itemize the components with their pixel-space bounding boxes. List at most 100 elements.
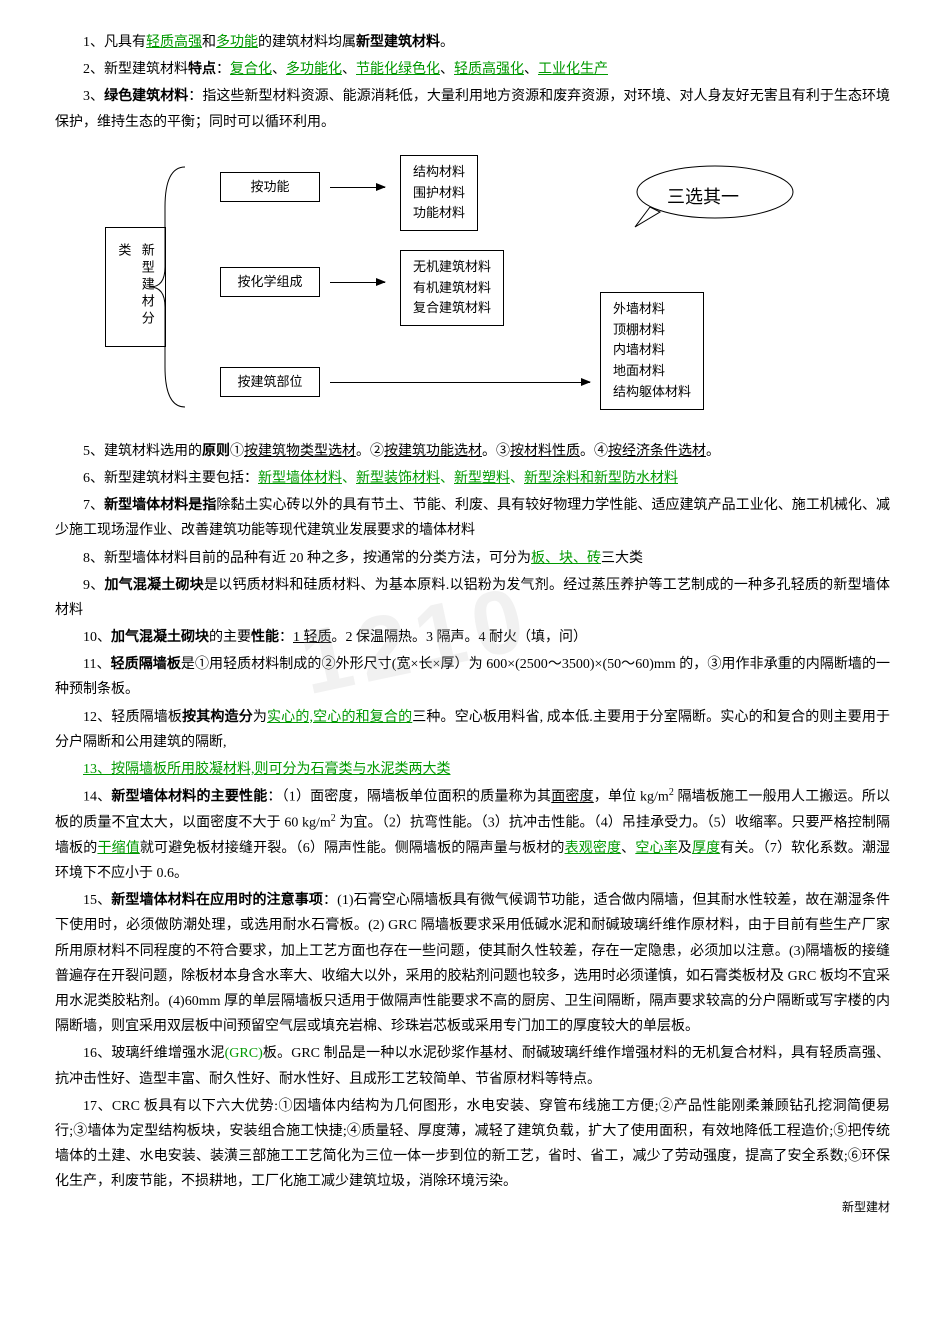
diagram-group-3: 外墙材料 顶棚材料 内墙材料 地面材料 结构躯体材料 <box>600 292 704 410</box>
para-14: 14、新型墙体材料的主要性能：（1）面密度，隔墙板单位面积的质量称为其面密度，单… <box>55 784 890 886</box>
p2-c: 节能化绿色化 <box>356 62 440 77</box>
p13-text: 13、按隔墙板所用胶凝材料,则可分为石膏类与水泥类两大类 <box>83 762 451 777</box>
p15-prefix: 15、 <box>83 893 111 908</box>
p2-colon: ： <box>216 62 230 77</box>
g2-b: 有机建筑材料 <box>413 278 491 299</box>
p14-eu3: 厚度 <box>692 841 720 856</box>
g3-e: 结构躯体材料 <box>613 382 691 403</box>
p11-bold: 轻质隔墙板 <box>111 657 181 672</box>
g1-b: 围护材料 <box>413 183 465 204</box>
g3-b: 顶棚材料 <box>613 320 691 341</box>
g3-c: 内墙材料 <box>613 340 691 361</box>
p7-bold: 新型墙体材料是指 <box>104 498 216 513</box>
p6-prefix: 6、新型建筑材料主要包括： <box>83 471 258 486</box>
p14-e: 就可避免板材接缝开裂。（6）隔声性能。侧隔墙板的隔声量与板材的 <box>140 841 565 856</box>
p5-au: 按建筑物类型选材 <box>244 444 356 459</box>
para-1: 1、凡具有轻质高强和多功能的建筑材料均属新型建筑材料。 <box>55 30 890 55</box>
p14-a: ：（1）面密度，隔墙板单位面积的质量称为其 <box>267 790 551 805</box>
p1-term-a: 轻质高强 <box>146 35 202 50</box>
g1-a: 结构材料 <box>413 162 465 183</box>
para-17: 17、CRC 板具有以下六大优势:①因墙体内结构为几何图形，水电安装、穿管布线施… <box>55 1094 890 1195</box>
p6-d: 新型涂料和新型防水材料 <box>524 471 678 486</box>
p8-end: 三大类 <box>601 551 643 566</box>
diagram-group-2: 无机建筑材料 有机建筑材料 复合建筑材料 <box>400 250 504 326</box>
p2-prefix: 2、新型建筑材料 <box>83 62 188 77</box>
p5-c: 。③ <box>482 444 510 459</box>
para-7: 7、新型墙体材料是指除黏土实心砖以外的具有节土、节能、利废、具有较好物理力学性能… <box>55 493 890 543</box>
g2-a: 无机建筑材料 <box>413 257 491 278</box>
p11-text: 是①用轻质材料制成的②外形尺寸(宽×长×厚）为 600×(2500～3500)×… <box>55 657 890 697</box>
p10-mid: 的主要 <box>209 630 251 645</box>
callout-text: 三选其一 <box>635 167 771 227</box>
para-2: 2、新型建筑材料特点：复合化、多功能化、节能化绿色化、轻质高强化、工业化生产 <box>55 57 890 82</box>
p3-prefix: 3、 <box>83 89 104 104</box>
g2-c: 复合建筑材料 <box>413 298 491 319</box>
p15-bold: 新型墙体材料在应用时的注意事项 <box>111 893 323 908</box>
p8-prefix: 8、新型墙体材料目前的品种有近 20 种之多，按通常的分类方法，可分为 <box>83 551 531 566</box>
diagram-node-3: 按建筑部位 <box>220 367 320 397</box>
p14-eand: 及 <box>678 841 692 856</box>
p10-bold2: 性能 <box>251 630 279 645</box>
g1-c: 功能材料 <box>413 203 465 224</box>
p6-c: 新型塑料 <box>454 471 510 486</box>
p14-bold: 新型墙体材料的主要性能 <box>111 790 267 805</box>
p12-bold: 按其构造分 <box>182 710 253 725</box>
p5-a: ① <box>230 444 244 459</box>
callout: 三选其一 <box>635 167 771 227</box>
para-9: 9、加气混凝土砌块是以钙质材料和硅质材料、为基本原料.以铝粉为发气剂。经过蒸压养… <box>55 573 890 623</box>
para-10: 10、加气混凝土砌块的主要性能：1 轻质。2 保温隔热。3 隔声。4 耐火（填，… <box>55 625 890 650</box>
p5-cu: 按材料性质 <box>510 444 580 459</box>
diagram-node-1: 按功能 <box>220 172 320 202</box>
p2-b: 多功能化 <box>286 62 342 77</box>
p6-a: 新型墙体材料 <box>258 471 342 486</box>
para-15: 15、新型墙体材料在应用时的注意事项：(1)石膏空心隔墙板具有微气候调节功能，适… <box>55 888 890 1039</box>
p2-e: 工业化生产 <box>538 62 608 77</box>
p16-prefix: 16、玻璃纤维增强水泥 <box>83 1046 225 1061</box>
p11-prefix: 11、 <box>83 657 111 672</box>
p10-text: 。2 保温隔热。3 隔声。4 耐火（填，问） <box>332 630 588 645</box>
p5-e: 。 <box>706 444 720 459</box>
g3-d: 地面材料 <box>613 361 691 382</box>
arrow-icon <box>330 187 385 188</box>
p14-prefix: 14、 <box>83 790 111 805</box>
para-13: 13、按隔墙板所用胶凝材料,则可分为石膏类与水泥类两大类 <box>55 757 890 782</box>
p14-eu: 表观密度 <box>565 841 622 856</box>
p1-prefix: 1、凡具有 <box>83 35 146 50</box>
arrow-icon <box>330 282 385 283</box>
p5-du: 按经济条件选材 <box>608 444 706 459</box>
p3-bold: 绿色建筑材料 <box>104 89 188 104</box>
p10-bold: 加气混凝土砌块 <box>111 630 209 645</box>
p14-du: 干缩值 <box>97 841 139 856</box>
p14-b: ，单位 kg/m <box>594 790 669 805</box>
p1-end: 。 <box>440 35 454 50</box>
p2-a: 复合化 <box>230 62 272 77</box>
page-footer: 新型建材 <box>842 1197 890 1219</box>
p12-mid: 为 <box>253 710 267 725</box>
p1-c: 的建筑材料均属 <box>258 35 356 50</box>
p5-prefix: 5、建筑材料选用的 <box>83 444 202 459</box>
p5-bold: 原则 <box>202 444 230 459</box>
p17-text: 17、CRC 板具有以下六大优势:①因墙体内结构为几何图形，水电安装、穿管布线施… <box>55 1099 890 1190</box>
para-12: 12、轻质隔墙板按其构造分为实心的,空心的和复合的三种。空心板用料省, 成本低.… <box>55 705 890 755</box>
p16-green: (GRC) <box>225 1046 263 1061</box>
brace-icon <box>150 167 190 407</box>
arrow-icon <box>330 382 590 383</box>
classification-diagram: 新型建材分类 按功能 按化学组成 按建筑部位 结构材料 围护材料 功能材料 无机… <box>55 147 890 427</box>
p9-prefix: 9、 <box>83 578 104 593</box>
para-8: 8、新型墙体材料目前的品种有近 20 种之多，按通常的分类方法，可分为板、块、砖… <box>55 546 890 571</box>
para-5: 5、建筑材料选用的原则①按建筑物类型选材。②按建筑功能选材。③按材料性质。④按经… <box>55 439 890 464</box>
diagram-group-1: 结构材料 围护材料 功能材料 <box>400 155 478 231</box>
p5-bu: 按建筑功能选材 <box>384 444 482 459</box>
diagram-node-2: 按化学组成 <box>220 267 320 297</box>
p1-mid: 和 <box>202 35 216 50</box>
p6-b: 新型装饰材料 <box>356 471 440 486</box>
para-6: 6、新型建筑材料主要包括：新型墙体材料、新型装饰材料、新型塑料、新型涂料和新型防… <box>55 466 890 491</box>
p7-prefix: 7、 <box>83 498 104 513</box>
para-16: 16、玻璃纤维增强水泥(GRC)板。GRC 制品是一种以水泥砂浆作基材、耐碱玻璃… <box>55 1041 890 1091</box>
p10-prefix: 10、 <box>83 630 111 645</box>
g3-a: 外墙材料 <box>613 299 691 320</box>
p14-au: 面密度 <box>551 790 594 805</box>
p2-bold: 特点 <box>188 62 216 77</box>
p12-green: 实心的,空心的和复合的 <box>267 710 412 725</box>
p5-d: 。④ <box>580 444 608 459</box>
